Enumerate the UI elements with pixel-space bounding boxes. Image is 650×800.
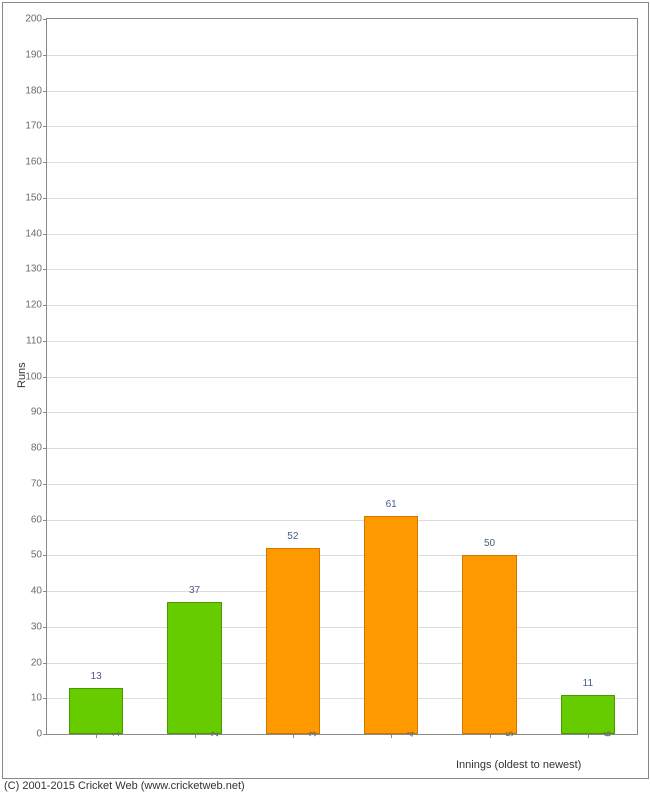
y-tick-mark xyxy=(43,341,47,342)
plot-area: 0102030405060708090100110120130140150160… xyxy=(46,18,638,735)
x-tick-label: 1 xyxy=(96,731,122,737)
grid-line xyxy=(47,448,637,449)
grid-line xyxy=(47,663,637,664)
x-tick-label: 4 xyxy=(391,731,417,737)
grid-line xyxy=(47,412,637,413)
y-tick-mark xyxy=(43,269,47,270)
x-tick-mark xyxy=(96,734,97,738)
grid-line xyxy=(47,484,637,485)
bar-value-label: 13 xyxy=(91,671,102,682)
bar xyxy=(364,516,418,734)
bar xyxy=(462,555,516,734)
grid-line xyxy=(47,341,637,342)
grid-line xyxy=(47,269,637,270)
x-tick-mark xyxy=(391,734,392,738)
grid-line xyxy=(47,162,637,163)
grid-line xyxy=(47,698,637,699)
y-tick-mark xyxy=(43,198,47,199)
grid-line xyxy=(47,126,637,127)
y-tick-mark xyxy=(43,55,47,56)
y-tick-mark xyxy=(43,126,47,127)
y-tick-mark xyxy=(43,234,47,235)
bar-value-label: 52 xyxy=(287,531,298,542)
grid-line xyxy=(47,55,637,56)
y-tick-mark xyxy=(43,162,47,163)
grid-line xyxy=(47,520,637,521)
y-tick-mark xyxy=(43,591,47,592)
grid-line xyxy=(47,591,637,592)
y-tick-mark xyxy=(43,377,47,378)
x-tick-mark xyxy=(588,734,589,738)
grid-line xyxy=(47,91,637,92)
bar-value-label: 50 xyxy=(484,538,495,549)
grid-line xyxy=(47,198,637,199)
grid-line xyxy=(47,377,637,378)
x-tick-label: 5 xyxy=(490,731,516,737)
y-tick-mark xyxy=(43,698,47,699)
bar xyxy=(266,548,320,734)
grid-line xyxy=(47,305,637,306)
y-tick-mark xyxy=(43,663,47,664)
x-tick-mark xyxy=(195,734,196,738)
bar-value-label: 61 xyxy=(386,499,397,510)
y-tick-mark xyxy=(43,627,47,628)
y-axis-title: Runs xyxy=(16,362,28,388)
grid-line xyxy=(47,555,637,556)
bar xyxy=(69,688,123,734)
x-tick-mark xyxy=(293,734,294,738)
x-tick-label: 2 xyxy=(195,731,221,737)
x-tick-label: 6 xyxy=(588,731,614,737)
y-tick-mark xyxy=(43,555,47,556)
copyright-footer: (C) 2001-2015 Cricket Web (www.cricketwe… xyxy=(4,780,245,792)
grid-line xyxy=(47,234,637,235)
bar xyxy=(561,695,615,734)
bar-value-label: 37 xyxy=(189,585,200,596)
y-tick-mark xyxy=(43,19,47,20)
y-tick-mark xyxy=(43,91,47,92)
y-tick-mark xyxy=(43,520,47,521)
x-tick-mark xyxy=(490,734,491,738)
y-tick-mark xyxy=(43,734,47,735)
bar xyxy=(167,602,221,734)
bar-value-label: 11 xyxy=(583,678,593,689)
grid-line xyxy=(47,627,637,628)
y-tick-mark xyxy=(43,448,47,449)
y-tick-mark xyxy=(43,305,47,306)
x-axis-title: Innings (oldest to newest) xyxy=(456,759,581,771)
y-tick-mark xyxy=(43,484,47,485)
x-tick-label: 3 xyxy=(293,731,319,737)
chart-container: 0102030405060708090100110120130140150160… xyxy=(0,0,650,800)
y-tick-mark xyxy=(43,412,47,413)
